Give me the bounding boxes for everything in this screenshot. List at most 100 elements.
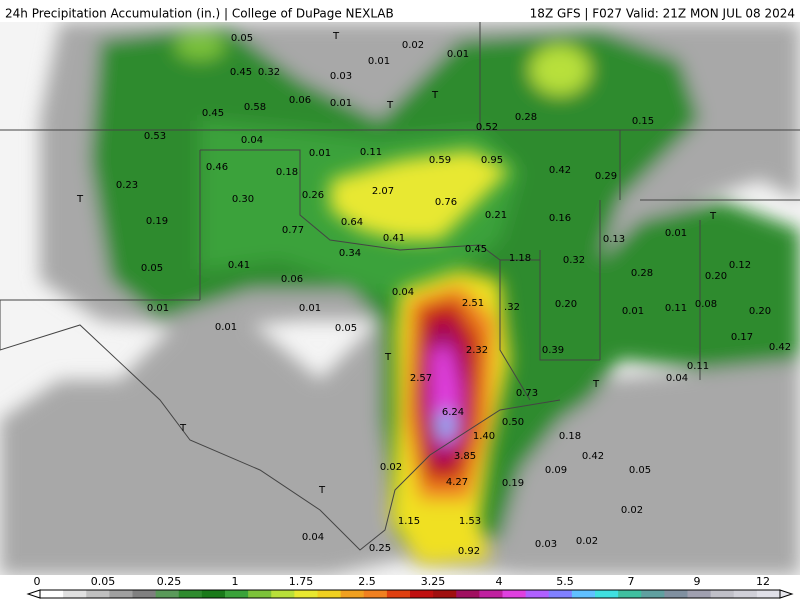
point-label: 0.05 bbox=[335, 323, 357, 334]
colorbar-swatch bbox=[641, 590, 665, 598]
colorbar-tick-label: 5.5 bbox=[556, 575, 574, 588]
colorbar-swatch bbox=[502, 590, 527, 598]
point-label: 0.18 bbox=[559, 431, 581, 442]
colorbar-tick-label: 9 bbox=[694, 575, 701, 588]
colorbar-swatch bbox=[525, 590, 550, 598]
point-label: 6.24 bbox=[442, 407, 464, 418]
point-label: 0.42 bbox=[582, 451, 604, 462]
point-label: 0.20 bbox=[555, 299, 577, 310]
colorbar-swatch bbox=[248, 590, 272, 598]
point-label: 0.04 bbox=[241, 135, 263, 146]
point-labels: 0.05 T 0.02 0.01 0.01 0.45 0.32 0.03 0.06 0.01 T T 0… bbox=[76, 31, 791, 557]
colorbar-swatch bbox=[340, 590, 365, 598]
point-label: 0.25 bbox=[369, 543, 391, 554]
point-label: 0.30 bbox=[232, 194, 254, 205]
colorbar-tick-label: 2.5 bbox=[358, 575, 376, 588]
point-label: 0.42 bbox=[549, 165, 571, 176]
colorbar-swatch bbox=[618, 590, 642, 598]
colorbar-swatch bbox=[548, 590, 573, 598]
point-label: 0.19 bbox=[146, 216, 168, 227]
point-label: 0.58 bbox=[244, 102, 266, 113]
point-label: 0.50 bbox=[502, 417, 524, 428]
colorbar-swatch bbox=[40, 590, 64, 598]
point-label: 0.05 bbox=[141, 263, 163, 274]
point-label: 1.15 bbox=[398, 516, 420, 527]
colorbar-swatch bbox=[225, 590, 249, 598]
point-label: 0.41 bbox=[228, 260, 250, 271]
point-label: 0.32 bbox=[258, 67, 280, 78]
point-label: 0.16 bbox=[549, 213, 571, 224]
point-label: T bbox=[318, 485, 326, 496]
colorbar-swatch bbox=[86, 590, 110, 598]
point-label: 0.46 bbox=[206, 162, 228, 173]
point-label: T bbox=[332, 31, 340, 42]
point-label: 0.77 bbox=[282, 225, 304, 236]
colorbar-swatch bbox=[201, 590, 226, 598]
point-label: 0.04 bbox=[666, 373, 688, 384]
point-label: 0.39 bbox=[542, 345, 564, 356]
colorbar-swatch bbox=[756, 590, 781, 598]
point-label: 0.45 bbox=[202, 108, 224, 119]
point-label: 0.11 bbox=[687, 361, 709, 372]
colorbar-tick-label: 0 bbox=[34, 575, 41, 588]
point-label: 0.04 bbox=[392, 287, 414, 298]
colorbar-swatch bbox=[456, 590, 480, 598]
point-label: 0.45 bbox=[230, 67, 252, 78]
point-label: 0.28 bbox=[515, 112, 537, 123]
colorbar-swatch bbox=[664, 590, 688, 598]
header-band bbox=[0, 0, 800, 22]
colorbar-swatch bbox=[294, 590, 318, 598]
point-label: 0.01 bbox=[368, 56, 390, 67]
point-label: 1.40 bbox=[473, 431, 495, 442]
colorbar bbox=[26, 589, 794, 599]
colorbar-swatch bbox=[109, 590, 133, 598]
colorbar-swatch bbox=[687, 590, 712, 598]
colorbar-swatch bbox=[155, 590, 180, 598]
point-label: 0.01 bbox=[447, 49, 469, 60]
point-label: 3.85 bbox=[454, 451, 476, 462]
point-label: .32 bbox=[504, 302, 520, 313]
point-label: 2.57 bbox=[410, 373, 432, 384]
point-label: 0.34 bbox=[339, 248, 361, 259]
colorbar-swatch bbox=[571, 590, 596, 598]
point-label: 0.02 bbox=[576, 536, 598, 547]
point-label: 0.06 bbox=[289, 95, 311, 106]
point-label: 0.05 bbox=[629, 465, 651, 476]
colorbar-tick-label: 4 bbox=[496, 575, 503, 588]
point-label: 0.92 bbox=[458, 546, 480, 557]
point-label: 0.02 bbox=[402, 40, 424, 51]
point-label: 0.08 bbox=[695, 299, 717, 310]
point-label: 0.11 bbox=[360, 147, 382, 158]
point-label: 0.20 bbox=[705, 271, 727, 282]
point-label: 4.27 bbox=[446, 477, 468, 488]
point-label: 0.15 bbox=[632, 116, 654, 127]
point-label: T bbox=[384, 352, 392, 363]
point-label: 0.23 bbox=[116, 180, 138, 191]
header-run: 18Z GFS | F027 Valid: 21Z MON JUL 08 202… bbox=[530, 7, 795, 21]
point-label: T bbox=[592, 379, 600, 390]
colorbar-swatch bbox=[479, 590, 503, 598]
colorbar-swatch bbox=[178, 590, 203, 598]
colorbar-tick-label: 0.05 bbox=[91, 575, 116, 588]
point-label: 0.02 bbox=[621, 505, 643, 516]
colorbar-swatch bbox=[63, 590, 87, 598]
colorbar-swatch bbox=[410, 590, 434, 598]
point-label: 0.01 bbox=[622, 306, 644, 317]
point-label: 0.59 bbox=[429, 155, 451, 166]
point-label: 0.02 bbox=[380, 462, 402, 473]
point-label: 0.21 bbox=[485, 210, 507, 221]
point-label: 0.42 bbox=[769, 342, 791, 353]
point-label: 0.01 bbox=[215, 322, 237, 333]
point-label: 0.19 bbox=[502, 478, 524, 489]
point-label: 0.17 bbox=[731, 332, 753, 343]
colorbar-tick-label: 1 bbox=[232, 575, 239, 588]
point-label: 0.18 bbox=[276, 167, 298, 178]
point-label: 0.26 bbox=[302, 190, 324, 201]
colorbar-swatch bbox=[363, 590, 388, 598]
point-label: 0.13 bbox=[603, 234, 625, 245]
colorbar-swatch bbox=[733, 590, 758, 598]
point-label: 2.32 bbox=[466, 345, 488, 356]
colorbar-ticks: 0 0.05 0.25 1 1.75 2.5 3.25 4 5.5 7 9 12 bbox=[34, 575, 771, 588]
point-label: 0.03 bbox=[535, 539, 557, 550]
